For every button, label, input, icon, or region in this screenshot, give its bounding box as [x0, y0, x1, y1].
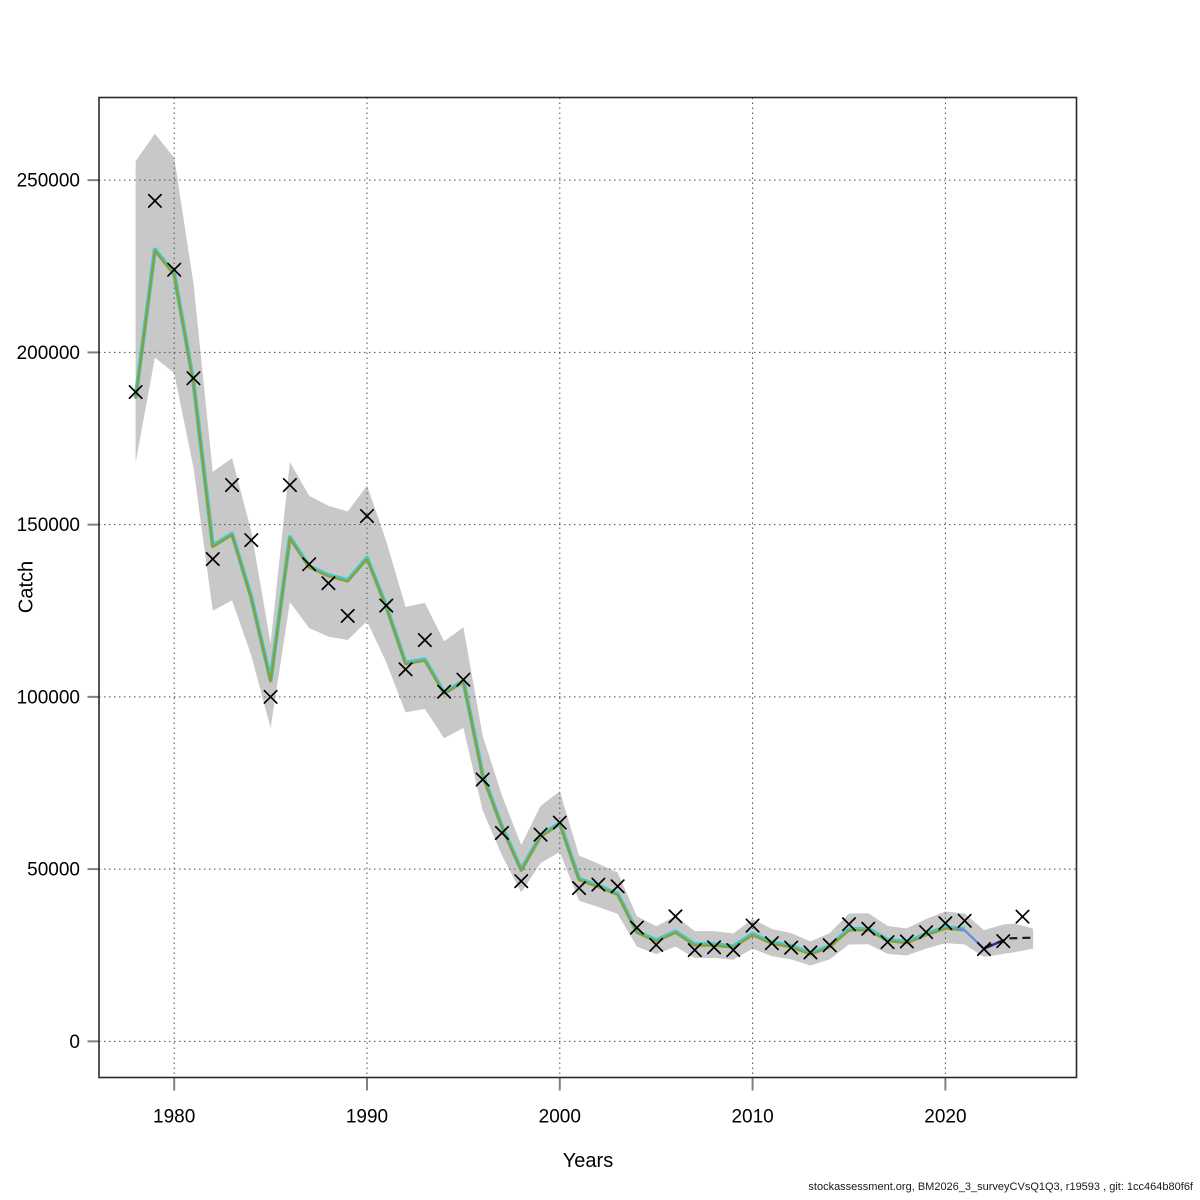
y-axis-title: Catch	[15, 560, 38, 614]
observed-catch-marker	[167, 262, 182, 277]
observed-catch-marker	[745, 918, 760, 933]
observed-catch-marker	[340, 608, 355, 623]
observed-catch-marker	[803, 945, 818, 960]
x-tick-label: 2010	[731, 1107, 773, 1128]
observed-catch-marker	[899, 934, 914, 949]
observed-catch-marker	[649, 937, 664, 952]
observed-catch-marker	[224, 477, 240, 493]
observed-catch-marker	[822, 938, 837, 953]
observed-catch-marker	[398, 662, 413, 677]
observed-catch-marker	[475, 772, 490, 787]
observed-catch-marker	[359, 508, 375, 524]
observed-catch-marker	[591, 877, 606, 892]
y-tick-label: 0	[69, 1032, 80, 1053]
observed-catch-markers	[128, 193, 1030, 960]
observed-catch-marker	[552, 815, 567, 830]
observed-catch-marker	[186, 371, 201, 386]
observed-catch-marker	[1015, 909, 1030, 924]
plot-border	[98, 96, 1078, 1079]
footer-run-info: stockassessment.org, BM2026_3_surveyCVsQ…	[808, 1181, 1193, 1193]
y-tick-label: 50000	[27, 860, 80, 881]
observed-catch-marker	[147, 193, 162, 208]
observed-catch-marker	[514, 874, 529, 889]
observed-catch-marker	[379, 598, 394, 613]
observed-catch-marker	[629, 920, 644, 935]
observed-catch-marker	[880, 935, 895, 950]
y-tick-label: 250000	[17, 171, 80, 192]
observed-catch-marker	[726, 942, 741, 958]
observed-catch-marker	[706, 940, 722, 955]
x-tick-label: 2020	[924, 1107, 966, 1128]
observed-catch-marker	[533, 827, 548, 842]
observed-catch-marker	[205, 552, 220, 567]
observed-catch-marker	[244, 533, 259, 548]
observed-catch-marker	[784, 940, 799, 955]
x-tick-label: 1980	[153, 1107, 195, 1128]
y-tick-label: 100000	[17, 687, 80, 708]
x-tick-label: 2000	[539, 1107, 581, 1128]
observed-catch-marker	[302, 557, 317, 572]
observed-catch-marker	[919, 925, 934, 940]
observed-catch-marker	[957, 913, 972, 928]
observed-catch-marker	[687, 942, 702, 958]
x-axis-title: Years	[562, 1150, 614, 1172]
observed-catch-marker	[282, 477, 297, 493]
observed-catch-marker	[996, 934, 1011, 949]
observed-catch-marker	[764, 936, 779, 951]
y-tick-label: 150000	[17, 515, 80, 536]
observed-catch-marker	[938, 916, 953, 931]
observed-catch-marker	[437, 684, 452, 699]
confidence-band	[135, 133, 1034, 966]
observed-catch-marker	[668, 909, 683, 924]
x-tick-label: 1990	[346, 1107, 388, 1128]
observed-catch-marker	[128, 384, 143, 400]
observed-catch-marker	[841, 917, 857, 932]
observed-catch-marker	[976, 941, 992, 957]
observed-catch-marker	[263, 689, 278, 704]
observed-catch-marker	[417, 632, 432, 648]
y-tick-label: 200000	[17, 343, 80, 364]
forecast-dashed-line	[984, 936, 1034, 949]
observed-catch-marker	[610, 879, 625, 894]
observed-catch-marker	[456, 672, 471, 687]
observed-catch-marker	[321, 576, 336, 591]
observed-catch-marker	[861, 921, 876, 936]
observed-catch-marker	[494, 825, 510, 840]
observed-catch-marker	[572, 880, 587, 896]
